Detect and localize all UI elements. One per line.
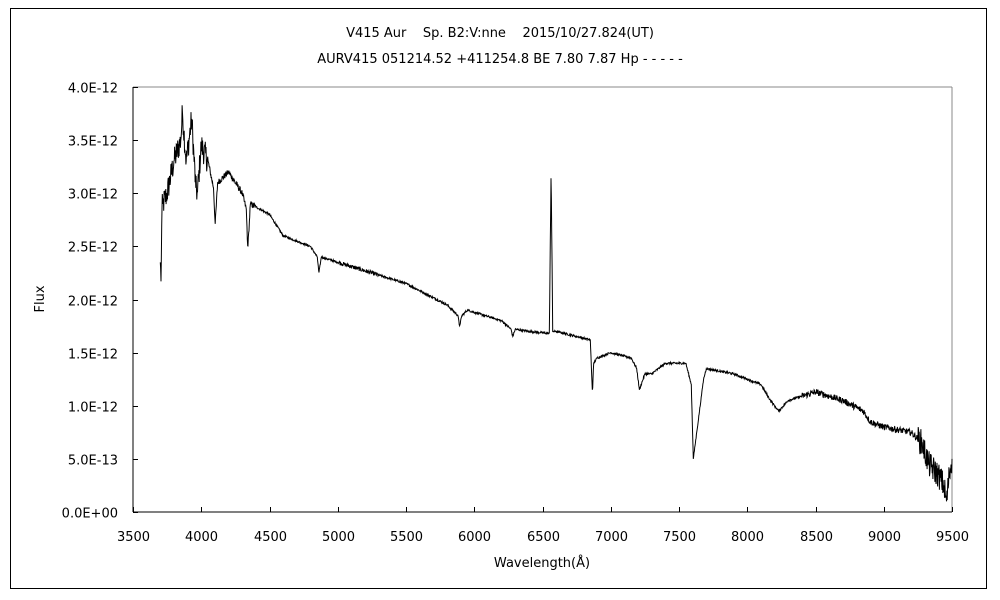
chart-frame [10, 8, 987, 589]
x-tick-label: 7000 [595, 530, 628, 545]
x-axis-label: Wavelength(Å) [494, 555, 590, 571]
x-tick-label: 8500 [800, 530, 833, 545]
y-tick-label: 4.0E-12 [68, 82, 118, 97]
y-tick-label: 5.0E-13 [68, 454, 118, 469]
x-tick-label: 8000 [731, 530, 764, 545]
spectrum-line [159, 105, 953, 502]
x-tick-label: 6500 [527, 530, 560, 545]
x-tick-label: 5000 [322, 530, 355, 545]
x-tick-label: 6000 [458, 530, 491, 545]
y-tick-label: 2.5E-12 [68, 241, 118, 256]
x-tick-label: 5500 [390, 530, 423, 545]
x-tick-label: 3500 [117, 530, 150, 545]
x-tick-label: 9500 [936, 530, 969, 545]
x-tick-label: 4500 [254, 530, 287, 545]
y-tick-label: 1.5E-12 [68, 348, 118, 363]
chart-title-line1: V415 Aur Sp. B2:V:nne 2015/10/27.824(UT) [346, 26, 654, 41]
y-tick-label: 2.0E-12 [68, 295, 118, 310]
x-tick-label: 9000 [868, 530, 901, 545]
y-tick-label: 1.0E-12 [68, 401, 118, 416]
x-tick-label: 7500 [663, 530, 696, 545]
chart-title-line2: AURV415 051214.52 +411254.8 BE 7.80 7.87… [317, 52, 683, 67]
y-tick-label: 0.0E+00 [62, 507, 118, 522]
y-tick-label: 3.0E-12 [68, 188, 118, 203]
x-tick-label: 4000 [185, 530, 218, 545]
y-tick-label: 3.5E-12 [68, 135, 118, 150]
y-axis-label: Flux [33, 285, 48, 312]
